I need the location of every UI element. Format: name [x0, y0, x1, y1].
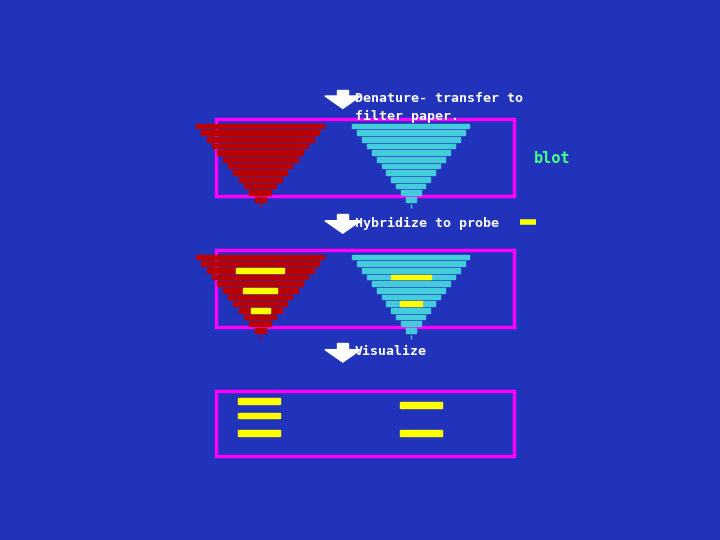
Bar	[357, 131, 464, 135]
Bar	[387, 171, 436, 175]
Bar	[352, 255, 469, 259]
Bar	[362, 268, 459, 273]
Bar	[250, 191, 271, 195]
Bar	[400, 402, 441, 408]
Polygon shape	[337, 214, 348, 221]
Bar	[228, 295, 292, 299]
Bar	[212, 275, 308, 279]
Bar	[251, 308, 270, 313]
Bar	[377, 157, 445, 161]
Bar	[362, 137, 459, 141]
Bar	[250, 321, 271, 326]
Bar	[238, 413, 280, 418]
Bar	[215, 119, 514, 196]
Bar	[196, 124, 324, 129]
Bar	[238, 430, 280, 436]
Bar	[215, 250, 514, 327]
Text: blot: blot	[534, 151, 570, 166]
Bar	[372, 281, 450, 286]
Bar	[239, 177, 282, 181]
Bar	[406, 328, 415, 333]
Bar	[392, 177, 431, 181]
Bar	[243, 288, 277, 293]
Bar	[396, 184, 426, 188]
Bar	[244, 184, 276, 188]
Bar	[382, 164, 440, 168]
Bar	[212, 144, 308, 149]
Bar	[228, 164, 292, 168]
Bar	[217, 281, 303, 286]
Bar	[207, 268, 314, 273]
Bar	[392, 308, 431, 313]
Bar	[236, 268, 284, 273]
Bar	[367, 275, 455, 279]
Bar	[202, 261, 319, 266]
Bar	[239, 308, 282, 313]
Text: Hybridize to probe: Hybridize to probe	[355, 217, 499, 230]
Bar	[406, 197, 415, 201]
Text: Visualize: Visualize	[355, 346, 427, 359]
Bar	[215, 391, 514, 456]
Bar	[233, 301, 287, 306]
Bar	[207, 137, 314, 141]
Bar	[391, 275, 431, 279]
Bar	[400, 301, 422, 306]
Bar	[255, 197, 266, 201]
Polygon shape	[325, 96, 361, 109]
Polygon shape	[337, 343, 348, 349]
Bar	[244, 315, 276, 319]
Bar	[367, 144, 455, 149]
Bar	[238, 399, 280, 404]
Bar	[222, 288, 297, 293]
Bar	[217, 151, 303, 155]
Bar	[377, 288, 445, 293]
Polygon shape	[325, 349, 361, 362]
Bar	[372, 151, 450, 155]
Bar	[202, 131, 319, 135]
Bar	[222, 157, 297, 161]
Polygon shape	[325, 221, 361, 233]
Bar	[233, 171, 287, 175]
Bar	[255, 328, 266, 333]
Text: Denature- transfer to
filter paper.: Denature- transfer to filter paper.	[355, 92, 523, 123]
Polygon shape	[337, 90, 348, 96]
Bar	[396, 315, 426, 319]
Bar	[382, 295, 440, 299]
Bar	[357, 261, 464, 266]
Bar	[400, 430, 441, 436]
Bar	[401, 321, 420, 326]
Bar	[387, 301, 436, 306]
Bar	[401, 191, 420, 195]
Bar	[352, 124, 469, 129]
Bar	[196, 255, 324, 259]
